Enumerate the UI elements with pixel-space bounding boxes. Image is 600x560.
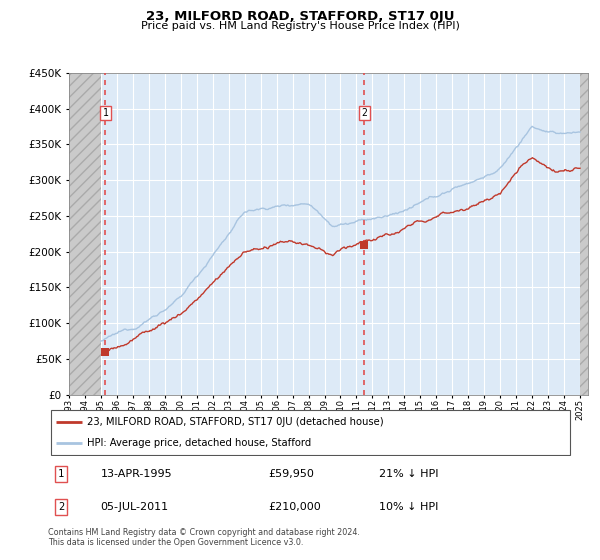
Text: 05-JUL-2011: 05-JUL-2011 [101,502,169,512]
Text: 2: 2 [361,108,367,118]
Text: 2: 2 [58,502,64,512]
Text: HPI: Average price, detached house, Stafford: HPI: Average price, detached house, Staf… [88,438,311,448]
Bar [580,73,588,395]
Text: £59,950: £59,950 [269,469,314,479]
Text: 1: 1 [58,469,64,479]
Bar [69,73,101,395]
Text: Contains HM Land Registry data © Crown copyright and database right 2024.
This d: Contains HM Land Registry data © Crown c… [48,528,360,547]
Text: 21% ↓ HPI: 21% ↓ HPI [379,469,438,479]
Text: 23, MILFORD ROAD, STAFFORD, ST17 0JU (detached house): 23, MILFORD ROAD, STAFFORD, ST17 0JU (de… [88,417,384,427]
Text: £210,000: £210,000 [269,502,321,512]
Text: 1: 1 [103,108,109,118]
Text: 23, MILFORD ROAD, STAFFORD, ST17 0JU: 23, MILFORD ROAD, STAFFORD, ST17 0JU [146,10,454,22]
Text: 10% ↓ HPI: 10% ↓ HPI [379,502,438,512]
Text: Price paid vs. HM Land Registry's House Price Index (HPI): Price paid vs. HM Land Registry's House … [140,21,460,31]
FancyBboxPatch shape [50,410,571,455]
Text: 13-APR-1995: 13-APR-1995 [101,469,172,479]
